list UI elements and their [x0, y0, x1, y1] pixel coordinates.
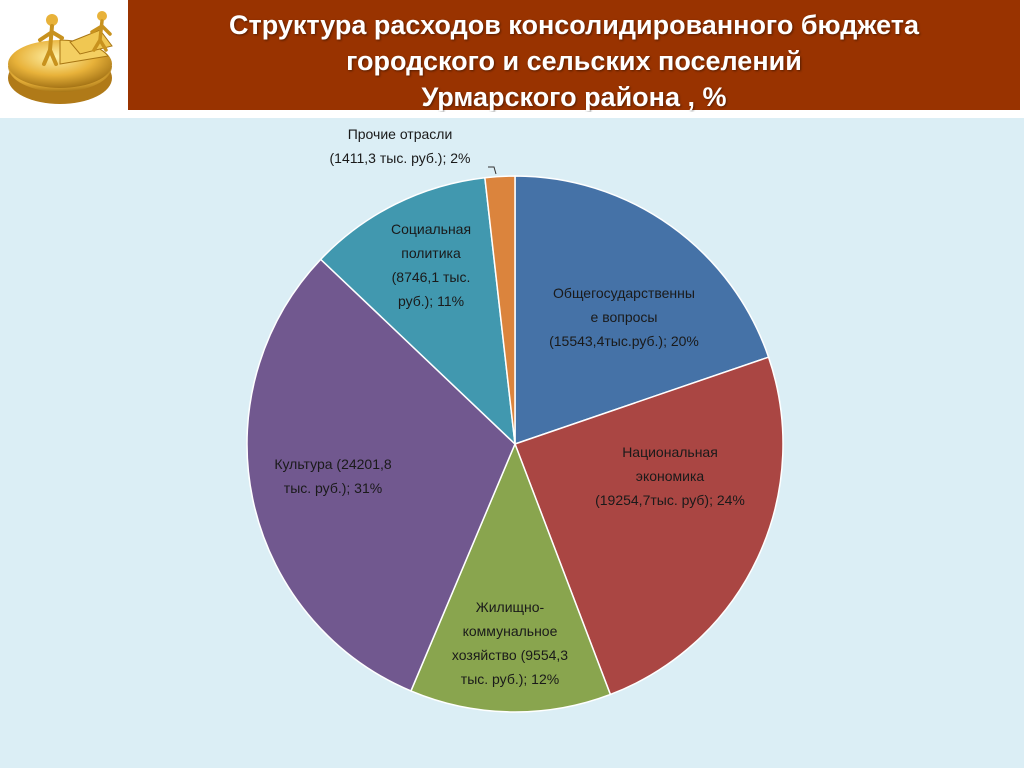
title-line-3: Урмарского района , % — [421, 82, 727, 112]
label-housing-utilities-line: Жилищно- — [476, 599, 545, 615]
slice-general-state-issues — [514, 175, 770, 446]
label-social-policy-line: руб.); 11% — [398, 293, 464, 309]
label-social-policy-line: (8746,1 тыс. — [392, 269, 471, 285]
label-general-state-issues-line: (15543,4тыс.руб.); 20% — [549, 333, 699, 349]
label-other-sectors-line: (1411,3 тыс. руб.); 2% — [330, 150, 471, 166]
label-other-sectors: Прочие отрасли (1411,3 тыс. руб.); 2% — [330, 126, 471, 166]
label-housing-utilities-line: тыс. руб.); 12% — [461, 671, 559, 687]
label-general-state-issues: Общегосударственны е вопросы (15543,4тыс.р… — [549, 285, 699, 349]
slice-culture — [246, 258, 516, 692]
label-culture-line: Культура (24201,8 — [274, 456, 392, 472]
slice-national-economy — [514, 356, 784, 696]
label-other-sectors-line: Прочие отрасли — [348, 126, 453, 142]
leader-line-other-sectors — [488, 166, 497, 175]
title-banner: Структура расходов консолидированного бю… — [128, 0, 1020, 112]
label-general-state-issues-line: Общегосударственны — [553, 285, 695, 301]
label-housing-utilities: Жилищно-коммунальное хозяйство (9554,3 тыс… — [452, 599, 568, 687]
label-social-policy: Социальная политика (8746,1 тыс. руб.); 11% — [391, 221, 471, 309]
slice-housing-utilities — [409, 441, 612, 713]
label-national-economy-line: экономика — [636, 468, 705, 484]
gold-pie-chart-figures-icon — [8, 11, 113, 104]
label-social-policy-line: политика — [401, 245, 461, 261]
label-culture-line: тыс. руб.); 31% — [284, 480, 382, 496]
chart-area: Общегосударственны е вопросы (15543,4тыс.р… — [0, 118, 1024, 768]
label-national-economy: Национальная экономика (19254,7тыс. руб); … — [595, 444, 745, 508]
label-general-state-issues-line: е вопросы — [591, 309, 658, 325]
label-housing-utilities-line: коммунальное — [463, 623, 558, 639]
title-line-2: городского и сельских поселений — [346, 46, 802, 76]
title-line-1: Структура расходов консолидированного бю… — [228, 10, 920, 40]
slice-other-sectors — [484, 175, 516, 445]
label-housing-utilities-line: хозяйство (9554,3 — [452, 647, 568, 663]
pie-chart: Общегосударственны е вопросы (15543,4тыс.р… — [246, 126, 784, 713]
header-divider — [0, 112, 1024, 118]
label-national-economy-line: (19254,7тыс. руб); 24% — [595, 492, 745, 508]
label-national-economy-line: Национальная — [622, 444, 718, 460]
logo — [0, 0, 128, 112]
label-culture: Культура (24201,8 тыс. руб.); 31% — [274, 456, 392, 496]
label-social-policy-line: Социальная — [391, 221, 471, 237]
slice-social-policy — [319, 176, 516, 446]
